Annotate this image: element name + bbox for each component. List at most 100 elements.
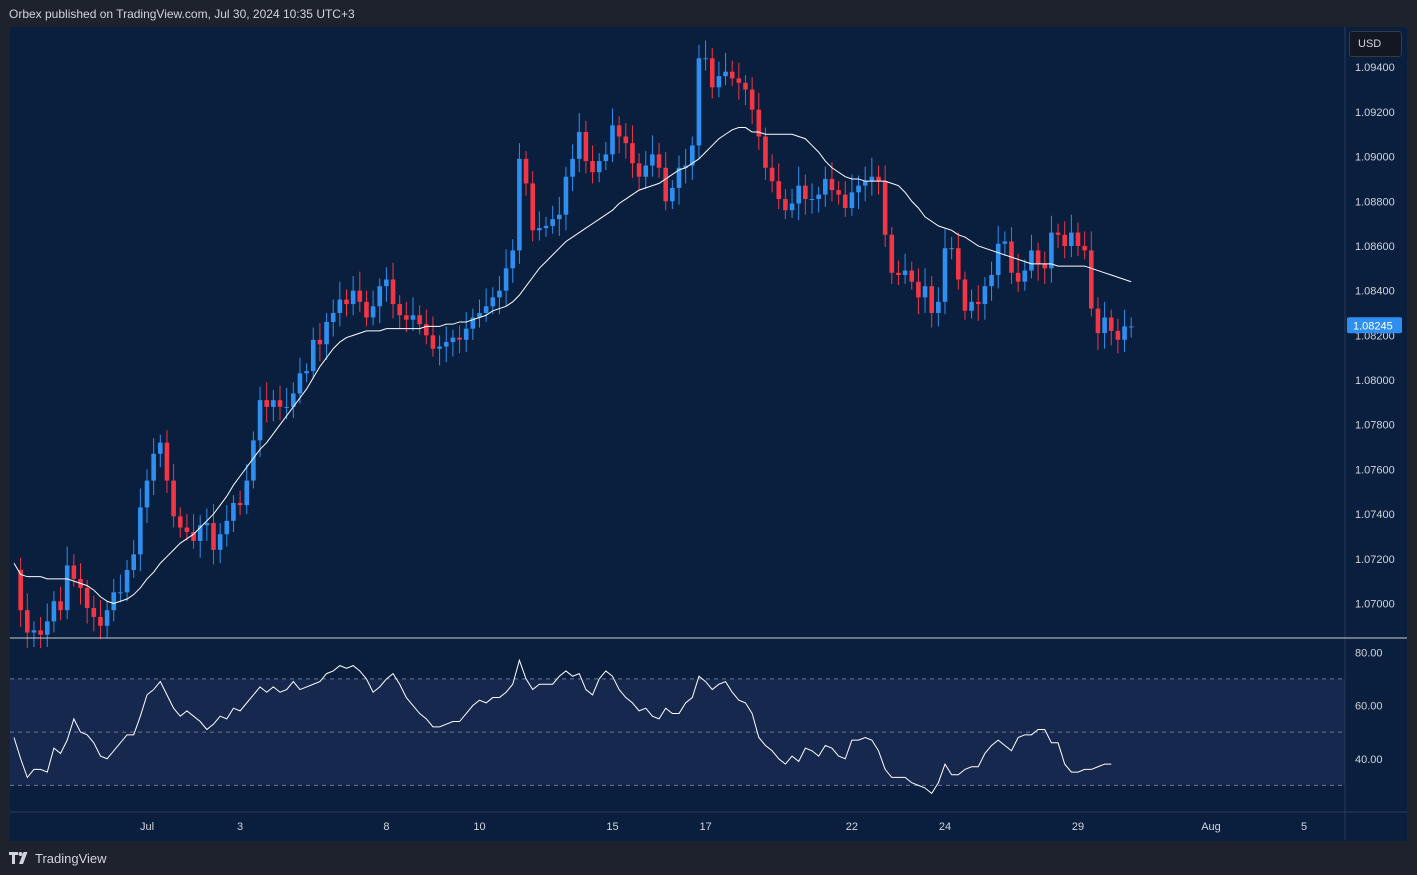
candle-body [670, 187, 675, 202]
candle-body [756, 109, 762, 137]
candle-body [237, 502, 243, 506]
candle-body [916, 281, 921, 298]
candle-body [51, 601, 57, 622]
rsi-tick-label: 60.00 [1355, 701, 1383, 713]
candle-body [443, 342, 449, 347]
tradingview-logo-icon [9, 852, 28, 864]
candle-body [1122, 326, 1127, 340]
candle-body [1062, 234, 1067, 246]
candle-body [357, 290, 363, 302]
candle-body [803, 185, 808, 200]
candle-body [1069, 232, 1074, 246]
candle-body [949, 248, 954, 250]
candle-body [84, 587, 90, 608]
candle-body [1002, 241, 1008, 244]
candles[interactable] [18, 40, 1134, 649]
candle-body [151, 453, 156, 481]
time-tick-label: 29 [1072, 821, 1084, 833]
candle-body [277, 400, 283, 407]
candle-body [483, 306, 489, 314]
candle-body [344, 299, 349, 305]
candle-body [643, 165, 649, 177]
rsi-panel[interactable] [10, 658, 1345, 795]
price-tick-label: 1.07200 [1355, 554, 1395, 566]
candle-body [636, 163, 642, 177]
candle-body [709, 58, 715, 88]
candle-body [118, 592, 123, 594]
tradingview-logo[interactable]: TradingView [9, 849, 107, 867]
candle-body [217, 534, 223, 550]
price-tick-label: 1.07800 [1355, 420, 1395, 432]
candle-body [736, 78, 742, 83]
candle-body [882, 181, 888, 235]
candle-body [91, 607, 97, 617]
candle-body [776, 181, 782, 200]
candle-body [523, 158, 529, 184]
time-tick-label: 22 [846, 821, 858, 833]
candle-body [111, 592, 117, 611]
candle-body [18, 569, 23, 611]
candle-body [603, 154, 609, 162]
candle-body [956, 248, 961, 280]
candle-body [676, 167, 682, 188]
candle-body [563, 176, 569, 215]
candle-body [377, 286, 383, 307]
candle-body [583, 132, 589, 162]
candle-body [463, 328, 469, 340]
candle-body [404, 315, 409, 320]
candle-body [869, 176, 875, 182]
candle-body [324, 321, 329, 345]
candle-body [716, 76, 722, 88]
time-tick-label: 17 [699, 821, 711, 833]
candle-body [231, 502, 236, 521]
candle-body [1075, 232, 1081, 246]
currency-button[interactable]: USD [1349, 31, 1402, 57]
candle-body [330, 313, 336, 322]
candle-body [876, 176, 881, 182]
candle-body [1022, 270, 1028, 282]
price-tick-label: 1.09400 [1355, 62, 1395, 74]
candle-body [650, 154, 655, 166]
candle-body [1035, 250, 1041, 264]
candle-body [390, 279, 396, 305]
candle-body [1128, 326, 1134, 328]
candle-body [244, 480, 250, 506]
candle-body [789, 203, 795, 211]
candle-body [683, 165, 688, 168]
candle-body [197, 525, 203, 541]
candle-body [257, 400, 263, 441]
price-tick-label: 1.09000 [1355, 152, 1395, 164]
candle-body [171, 480, 176, 517]
candle-body [809, 199, 815, 201]
candle-body [510, 250, 516, 269]
candle-body [889, 234, 895, 273]
time-tick-label: 15 [606, 821, 618, 833]
candle-body [969, 301, 974, 311]
candle-body [1089, 250, 1094, 309]
candle-body [31, 630, 37, 633]
candle-body [310, 339, 316, 372]
candle-body [749, 89, 755, 110]
candle-body [596, 161, 602, 173]
candle-body [477, 313, 482, 318]
candle-body [457, 337, 462, 340]
time-tick-label: 5 [1301, 821, 1307, 833]
candle-body [490, 297, 496, 307]
candle-body [64, 565, 70, 611]
candle-body [623, 136, 629, 144]
candle-body [450, 337, 456, 343]
candle-body [124, 569, 130, 593]
axes: 1.07000 1.07200 1.07400 1.07600 1.07800 1.080… [10, 27, 1407, 840]
candle-body [58, 601, 63, 611]
price-tick-label: 1.08800 [1355, 196, 1395, 208]
candle-body [370, 306, 376, 318]
price-tick-label: 1.07000 [1355, 598, 1395, 610]
candle-body [530, 183, 535, 231]
time-tick-label: Jul [140, 821, 154, 833]
candle-body [38, 630, 43, 635]
candle-body [317, 339, 323, 345]
candle-body [703, 58, 708, 60]
time-tick-label: 3 [237, 821, 243, 833]
candle-body [517, 158, 522, 251]
